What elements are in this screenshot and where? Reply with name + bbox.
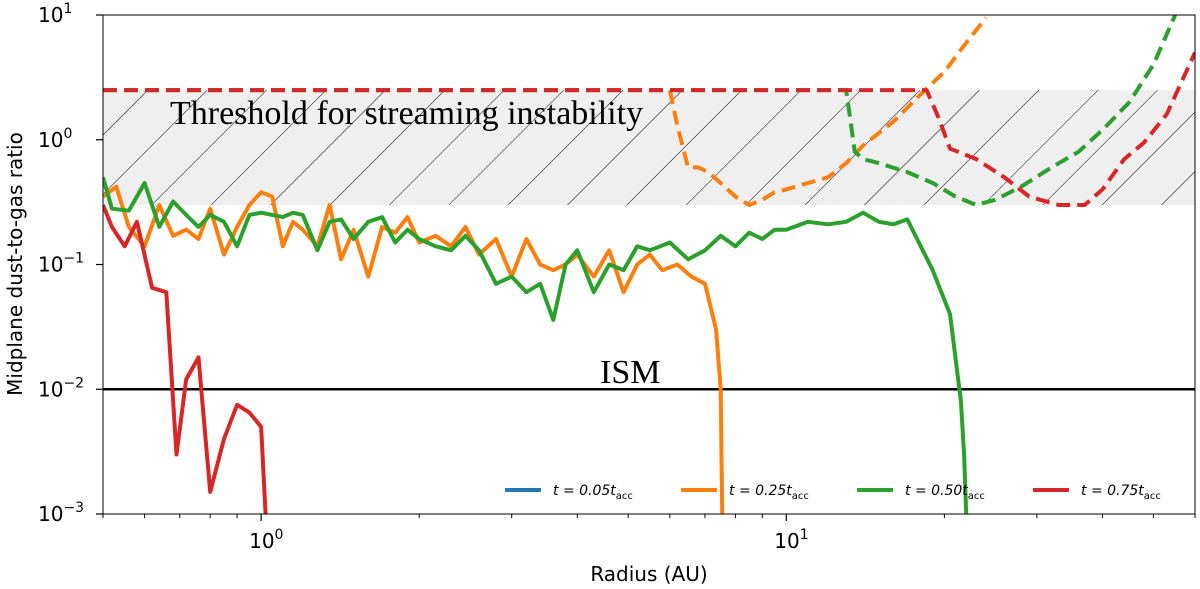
legend-label: t = 0.25tacc: [729, 483, 809, 502]
legend-entry-1: t = 0.25tacc: [681, 483, 809, 502]
threshold-band: [103, 90, 1195, 205]
y-tick-label: 10−3: [38, 500, 84, 526]
series-line-2-dashed: [103, 16, 988, 207]
y-tick-label: 101: [38, 1, 72, 27]
band-annotation: Threshold for streaming instability: [170, 95, 643, 132]
series-line-4-dashed: [103, 15, 1178, 207]
y-axis-label: Midplane dust-to-gas ratio: [3, 132, 27, 396]
series-line-1-solid: [103, 184, 725, 514]
legend-entry-0: t = 0.05tacc: [505, 483, 633, 502]
ism-annotation: ISM: [600, 354, 660, 391]
legend-entry-2: t = 0.50tacc: [857, 483, 985, 502]
legend-label: t = 0.05tacc: [553, 483, 633, 502]
y-tick-label: 10−2: [38, 375, 84, 401]
y-tick-label: 100: [38, 126, 72, 152]
series-line-5-solid: [103, 204, 268, 514]
legend-label: t = 0.75tacc: [1081, 483, 1161, 502]
x-tick-label: 100: [249, 527, 283, 553]
band-hatch: [103, 90, 1195, 205]
y-tick-label: 10−1: [38, 251, 84, 277]
series-layer: [103, 15, 1195, 514]
legend-label: t = 0.50tacc: [905, 483, 985, 502]
legend: t = 0.05tacc t = 0.25tacc t = 0.50tacc t = …: [505, 483, 1161, 502]
legend-entry-3: t = 0.75tacc: [1033, 483, 1161, 502]
tick-layer: 100 101 10−3 10−2 10−1 100 101: [38, 1, 1196, 553]
x-axis-label: Radius (AU): [590, 562, 707, 586]
x-tick-label: 101: [774, 527, 808, 553]
series-line-6-dashed: [103, 51, 1195, 207]
series-line-3-solid: [103, 176, 969, 514]
